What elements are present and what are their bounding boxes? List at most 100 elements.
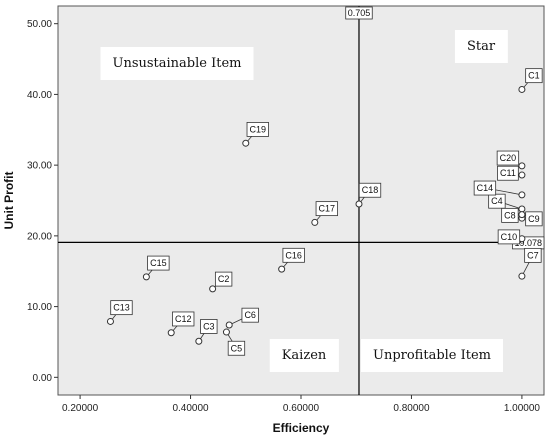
point-label-box [200, 319, 218, 334]
point-c15: C15 [142, 255, 170, 281]
data-point-marker [242, 139, 250, 147]
point-label: C2 [218, 274, 230, 284]
point-label-box [473, 180, 497, 196]
svg-text:Unprofitable Item: Unprofitable Item [373, 348, 491, 363]
ref-label-vertical: 0.705 [345, 6, 373, 20]
data-point-marker [222, 328, 230, 336]
svg-text:0.705: 0.705 [348, 8, 371, 18]
data-point-marker [518, 272, 526, 280]
point-c2: C2 [209, 271, 233, 293]
x-tick-label: 0.60000 [283, 403, 320, 414]
point-c17: C17 [311, 201, 338, 226]
x-tick-label: 0.20000 [62, 403, 99, 414]
data-point-marker [278, 265, 286, 273]
point-label: C20 [500, 153, 517, 163]
y-tick-label: 40.00 [27, 90, 52, 101]
data-point-marker [518, 85, 526, 93]
data-point-marker [311, 218, 319, 226]
point-c1: C1 [518, 68, 543, 93]
point-label-box [525, 211, 543, 227]
point-c7: C7 [518, 247, 542, 280]
point-label-box [241, 307, 259, 323]
point-label: C19 [250, 124, 267, 134]
x-tick-label: 0.80000 [393, 403, 430, 414]
point-label: C12 [175, 314, 192, 324]
point-label: C1 [528, 71, 540, 81]
point-c19: C19 [242, 122, 269, 147]
point-label: C17 [319, 204, 336, 214]
point-c5: C5 [222, 328, 246, 356]
point-label-box [172, 311, 195, 327]
quadrant-label-unsustainable: Unsustainable Item [100, 47, 254, 80]
point-label: C7 [527, 250, 539, 260]
data-point-marker [142, 273, 150, 281]
point-c6: C6 [225, 307, 259, 329]
point-label-box [488, 193, 506, 209]
point-label-box [497, 229, 521, 245]
point-label-box [246, 122, 269, 137]
point-c4: C4 [488, 193, 526, 213]
svg-text:Unsustainable Item: Unsustainable Item [113, 56, 242, 71]
point-label: C9 [528, 214, 540, 224]
point-c12: C12 [167, 311, 195, 337]
y-tick-label: 10.00 [27, 302, 52, 313]
point-c3: C3 [195, 319, 218, 345]
data-point-marker [518, 211, 526, 219]
point-label: C18 [362, 185, 379, 195]
point-label-box [358, 182, 382, 198]
data-point-marker [518, 171, 526, 179]
quadrant-label-unprofitable: Unprofitable Item [360, 339, 504, 372]
data-point-marker [518, 191, 526, 199]
point-c16: C16 [278, 247, 305, 273]
point-label: C14 [477, 183, 494, 193]
svg-text:Star: Star [467, 39, 496, 54]
point-c11: C11 [497, 165, 526, 181]
point-label-box [110, 300, 133, 316]
quadrant-label-kaizen: Kaizen [269, 339, 339, 372]
x-tick-label: 0.40000 [172, 403, 209, 414]
point-c13: C13 [106, 300, 133, 325]
point-label-box [227, 340, 246, 356]
x-tick-label: 1.00000 [504, 403, 541, 414]
point-label: C11 [500, 168, 516, 178]
point-label-box [214, 271, 233, 287]
point-label: C15 [150, 258, 167, 268]
point-label: C4 [491, 196, 503, 206]
point-label-box [147, 255, 170, 271]
point-label-box [497, 165, 519, 181]
data-point-marker [518, 205, 526, 213]
y-tick-label: 20.00 [27, 231, 52, 242]
point-label: C10 [501, 232, 518, 242]
data-point-marker [106, 317, 114, 325]
svg-text:Kaizen: Kaizen [282, 348, 327, 363]
point-label: C6 [244, 310, 256, 320]
y-tick-label: 0.00 [33, 373, 53, 384]
point-c9: C9 [518, 211, 543, 227]
data-point-marker [195, 337, 203, 345]
point-label-box [496, 150, 520, 166]
y-tick-label: 30.00 [27, 161, 52, 172]
point-label: C5 [231, 343, 243, 353]
point-label-box [525, 68, 543, 84]
point-c20: C20 [496, 150, 526, 170]
point-c14: C14 [473, 180, 526, 199]
point-c18: C18 [355, 182, 382, 208]
point-c10: C10 [497, 229, 526, 245]
point-label: C3 [203, 321, 215, 331]
y-axis-title: Unit Profit [2, 172, 16, 230]
y-tick-label: 50.00 [27, 19, 52, 30]
quadrant-label-star: Star [454, 30, 508, 63]
data-point-marker [167, 329, 175, 337]
point-label-box [282, 247, 305, 263]
point-label-box [524, 247, 542, 263]
data-point-marker [518, 162, 526, 170]
point-label: C8 [504, 210, 516, 220]
data-point-marker [355, 200, 363, 208]
point-label-box [315, 201, 338, 217]
svg-text:19.078: 19.078 [514, 238, 542, 248]
point-label-box [501, 207, 519, 223]
x-axis-title: Efficiency [273, 421, 330, 435]
data-point-marker [209, 285, 217, 293]
data-point-marker [225, 321, 233, 329]
